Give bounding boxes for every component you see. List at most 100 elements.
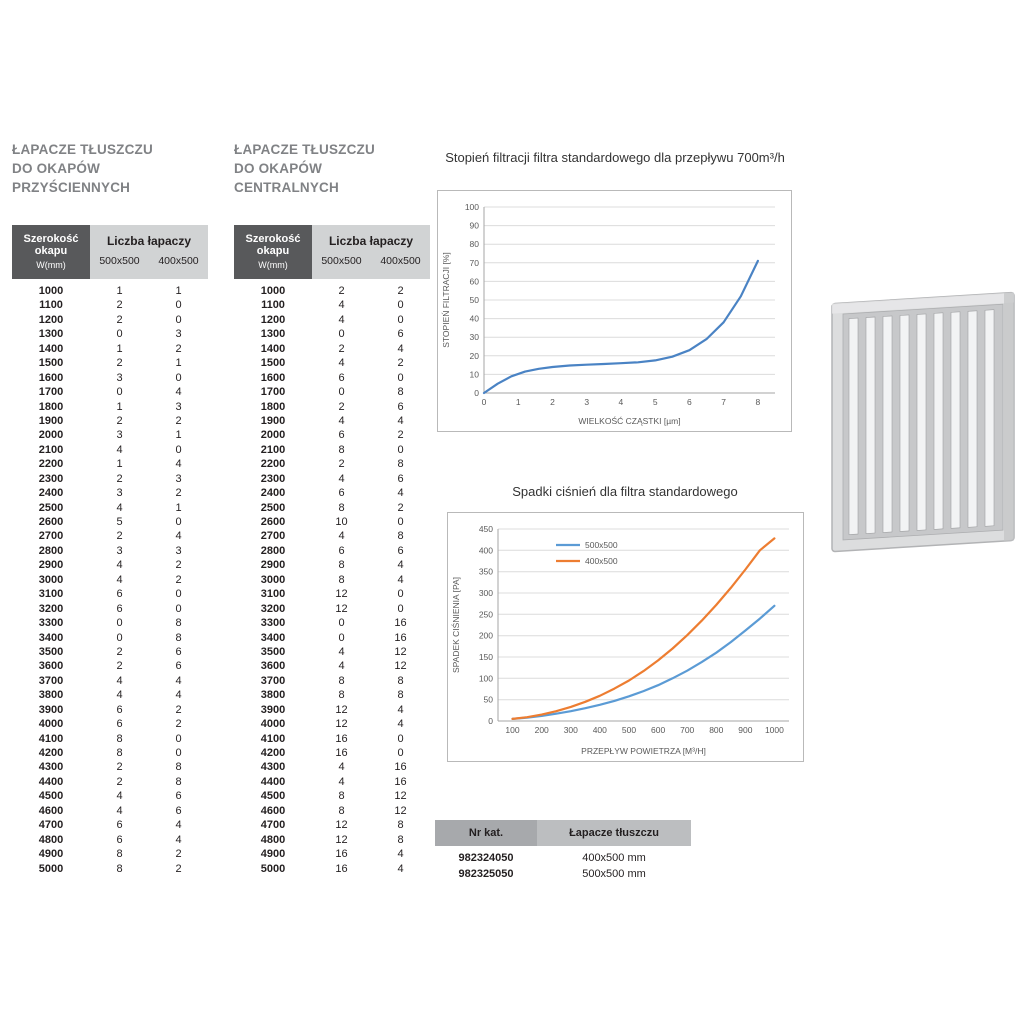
count-400x500-cell: 2 [397,501,404,514]
table-row: 4200 16 0 [234,746,430,760]
svg-text:800: 800 [709,725,723,735]
count-400x500-cell: 6 [175,660,182,673]
table-row: 1200 2 0 [12,313,208,327]
svg-text:40: 40 [470,314,480,324]
count-400x500-cell: 0 [175,299,182,312]
table-row: 3000 4 2 [12,573,208,587]
count-400x500-cell: 4 [175,530,182,543]
hood-width-cell: 4300 [260,761,286,774]
filtration-chart-title: Stopień filtracji filtra standardowego d… [445,150,785,165]
count-500x500-cell: 6 [116,833,123,846]
hood-width-cell: 1200 [260,313,286,326]
count-500x500-cell: 4 [338,660,345,673]
count-500x500-cell: 12 [335,833,348,846]
svg-text:300: 300 [564,725,578,735]
hood-width-cell: 4700 [38,819,64,832]
count-400x500-cell: 2 [175,848,182,861]
hood-width-cell: 3100 [38,588,64,601]
svg-text:50: 50 [484,695,494,705]
hood-width-cell: 2500 [260,501,286,514]
count-500x500-cell: 16 [335,747,348,759]
count-400x500-cell: 1 [175,285,182,297]
svg-text:SPADEK CIŚNIENIA [PA]: SPADEK CIŚNIENIA [PA] [450,577,461,673]
hood-width-cell: 3400 [260,631,286,644]
count-500x500-cell: 4 [116,804,123,817]
count-400x500-cell: 0 [175,313,182,326]
svg-text:80: 80 [470,239,480,249]
hood-width-cell: 2200 [260,458,286,471]
hood-width-cell: 2900 [38,559,64,572]
count-500x500-cell: 2 [116,299,123,312]
count-500x500-cell: 1 [116,285,123,297]
count-400x500-cell: 0 [397,516,404,528]
col-400x500-header: 400x500 [158,255,199,267]
count-400x500-cell: 12 [394,804,407,817]
table-row: 3400 0 8 [12,631,208,645]
hood-width-cell: 1900 [260,414,286,427]
count-500x500-cell: 4 [116,674,123,687]
hood-width-cell: 2200 [38,458,64,471]
count-400x500-cell: 6 [397,328,404,341]
count-500x500-cell: 8 [338,790,345,803]
count-500x500-cell: 6 [338,429,345,442]
count-500x500-cell: 5 [116,516,123,528]
count-500x500-cell: 4 [338,645,345,658]
hood-width-cell: 1400 [260,342,286,355]
trap-count-group-header: Liczba łapaczy 500x500 400x500 [312,225,430,279]
count-400x500-cell: 4 [397,848,404,861]
count-400x500-cell: 4 [175,458,182,471]
hood-width-cell: 1200 [38,313,64,326]
count-500x500-cell: 6 [338,371,345,384]
hood-width-cell: 3100 [260,588,286,601]
pressure-drop-chart-title: Spadki ciśnień dla filtra standardowego [512,484,738,499]
svg-text:30: 30 [470,332,480,342]
table-row: 2400 3 2 [12,486,208,500]
table-row: 2100 4 0 [12,443,208,457]
count-500x500-cell: 8 [116,848,123,861]
count-500x500-cell: 4 [116,443,123,456]
svg-text:3: 3 [584,397,589,407]
count-400x500-cell: 0 [175,588,182,601]
table-row: 1800 2 6 [234,400,430,414]
count-500x500-cell: 6 [116,602,123,615]
catalog-number-cell: 982325050 [458,868,514,880]
catalog-number-table: Nr kat. Łapacze tłuszczu 982324050 400x50… [435,820,691,882]
count-400x500-cell: 8 [175,617,182,630]
svg-text:450: 450 [479,524,493,534]
svg-text:60: 60 [470,276,480,286]
width-unit-label: W(mm) [258,260,288,270]
svg-text:70: 70 [470,258,480,268]
count-400x500-cell: 0 [175,747,182,759]
count-400x500-cell: 0 [397,443,404,456]
count-400x500-cell: 6 [397,544,404,557]
count-500x500-cell: 4 [116,501,123,514]
count-500x500-cell: 2 [116,414,123,427]
svg-text:0: 0 [474,388,479,398]
svg-text:250: 250 [479,609,493,619]
count-400x500-cell: 2 [175,862,182,875]
hood-width-cell: 1400 [38,342,64,355]
count-500x500-cell: 2 [338,342,345,355]
hood-width-cell: 2700 [260,530,286,543]
svg-text:6: 6 [687,397,692,407]
count-500x500-cell: 2 [116,313,123,326]
hood-width-cell: 2800 [38,544,64,557]
count-500x500-cell: 0 [116,328,123,341]
svg-text:0: 0 [482,397,487,407]
count-400x500-cell: 0 [175,602,182,615]
hood-width-cell: 1500 [260,357,286,370]
count-400x500-cell: 1 [175,357,182,370]
count-400x500-cell: 2 [175,487,182,500]
count-400x500-cell: 8 [175,761,182,774]
table-row: 1500 4 2 [234,356,430,370]
svg-text:100: 100 [479,673,493,683]
count-400x500-cell: 2 [397,357,404,370]
svg-text:7: 7 [721,397,726,407]
table-row: 1700 0 8 [234,385,430,399]
count-400x500-cell: 4 [397,703,404,716]
table-row: 2700 2 4 [12,529,208,543]
hood-width-cell: 1100 [261,299,285,312]
table-row: 3300 0 16 [234,616,430,630]
count-400x500-cell: 0 [397,602,404,615]
count-500x500-cell: 3 [116,544,123,557]
